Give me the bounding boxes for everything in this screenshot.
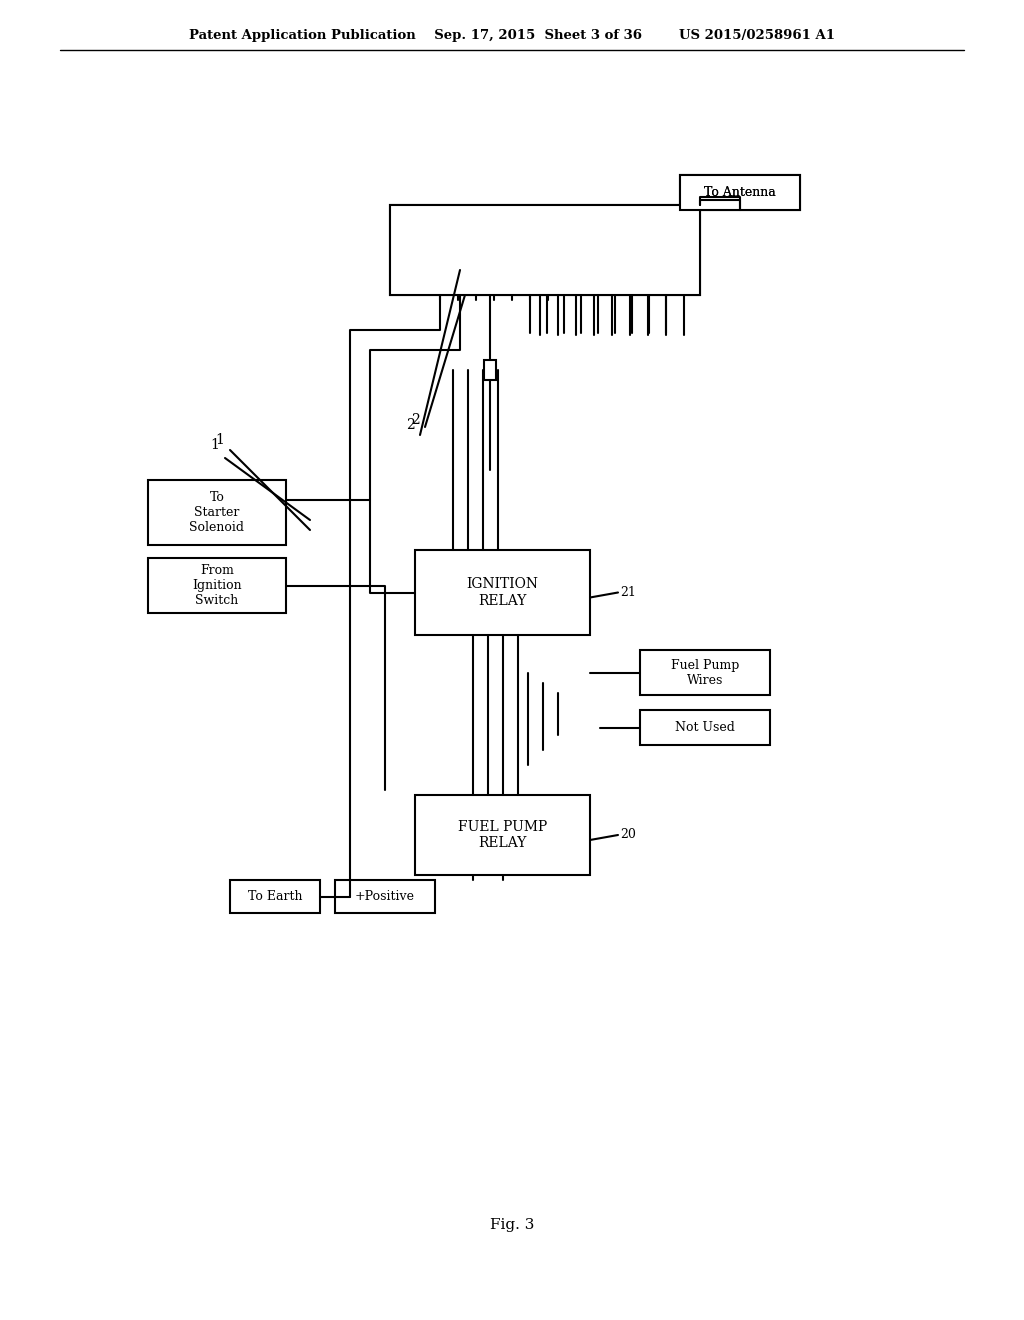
Text: Patent Application Publication    Sep. 17, 2015  Sheet 3 of 36        US 2015/02: Patent Application Publication Sep. 17, … — [189, 29, 835, 41]
Text: FUEL PUMP
RELAY: FUEL PUMP RELAY — [458, 820, 547, 850]
Text: 2: 2 — [406, 418, 415, 432]
FancyBboxPatch shape — [415, 550, 590, 635]
FancyBboxPatch shape — [148, 558, 286, 612]
Text: +Positive: +Positive — [355, 890, 415, 903]
Text: IGNITION
RELAY: IGNITION RELAY — [467, 577, 539, 607]
Text: 21: 21 — [620, 586, 636, 599]
FancyBboxPatch shape — [640, 710, 770, 744]
Text: To
Starter
Solenoid: To Starter Solenoid — [189, 491, 245, 535]
Text: 1: 1 — [216, 433, 224, 447]
FancyBboxPatch shape — [230, 880, 319, 913]
FancyBboxPatch shape — [390, 205, 700, 294]
Text: To Antenna: To Antenna — [705, 186, 776, 199]
Bar — [484, 360, 496, 380]
Text: Fuel Pump
Wires: Fuel Pump Wires — [671, 659, 739, 686]
FancyBboxPatch shape — [415, 795, 590, 875]
Text: To Earth: To Earth — [248, 890, 302, 903]
FancyBboxPatch shape — [640, 649, 770, 696]
Text: 1: 1 — [211, 438, 219, 451]
Text: Not Used: Not Used — [675, 721, 735, 734]
FancyBboxPatch shape — [680, 176, 800, 210]
Text: 20: 20 — [620, 829, 636, 842]
FancyBboxPatch shape — [680, 176, 800, 210]
Text: From
Ignition
Switch: From Ignition Switch — [193, 564, 242, 607]
FancyBboxPatch shape — [335, 880, 435, 913]
FancyBboxPatch shape — [390, 205, 700, 294]
FancyBboxPatch shape — [148, 480, 286, 545]
Text: 2: 2 — [411, 413, 420, 426]
Text: Fig. 3: Fig. 3 — [489, 1218, 535, 1232]
Text: To Antenna: To Antenna — [705, 186, 776, 199]
